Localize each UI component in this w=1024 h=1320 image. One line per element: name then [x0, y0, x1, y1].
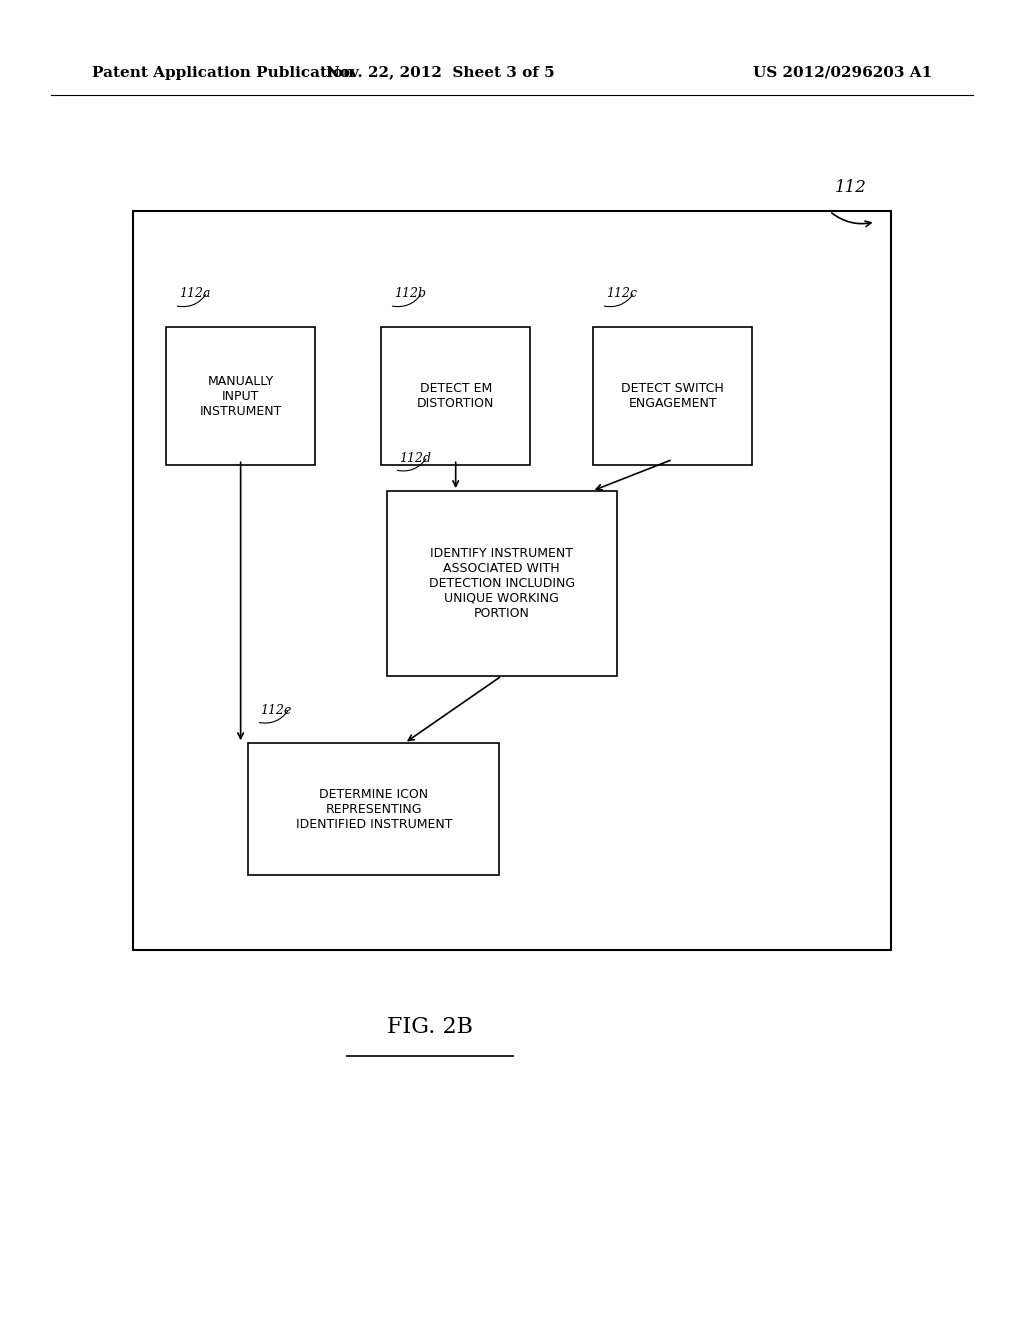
Text: 112e: 112e — [260, 704, 292, 717]
Text: 112c: 112c — [606, 288, 637, 301]
Text: Nov. 22, 2012  Sheet 3 of 5: Nov. 22, 2012 Sheet 3 of 5 — [326, 66, 555, 79]
Text: DETECT EM
DISTORTION: DETECT EM DISTORTION — [417, 381, 495, 411]
Text: IDENTIFY INSTRUMENT
ASSOCIATED WITH
DETECTION INCLUDING
UNIQUE WORKING
PORTION: IDENTIFY INSTRUMENT ASSOCIATED WITH DETE… — [429, 546, 574, 620]
Text: 112b: 112b — [393, 288, 426, 301]
Bar — [248, 743, 500, 875]
Text: US 2012/0296203 A1: US 2012/0296203 A1 — [753, 66, 932, 79]
Bar — [387, 491, 616, 676]
Bar — [594, 327, 752, 466]
Text: FIG. 2B: FIG. 2B — [387, 1016, 473, 1038]
Text: MANUALLY
INPUT
INSTRUMENT: MANUALLY INPUT INSTRUMENT — [200, 375, 282, 417]
Text: Patent Application Publication: Patent Application Publication — [92, 66, 354, 79]
Bar — [133, 211, 891, 950]
Bar — [381, 327, 530, 466]
Text: 112d: 112d — [399, 451, 431, 465]
Text: DETECT SWITCH
ENGAGEMENT: DETECT SWITCH ENGAGEMENT — [622, 381, 724, 411]
Text: DETERMINE ICON
REPRESENTING
IDENTIFIED INSTRUMENT: DETERMINE ICON REPRESENTING IDENTIFIED I… — [296, 788, 452, 830]
Text: 112: 112 — [835, 180, 866, 195]
Bar — [166, 327, 315, 466]
Text: 112a: 112a — [178, 288, 210, 301]
